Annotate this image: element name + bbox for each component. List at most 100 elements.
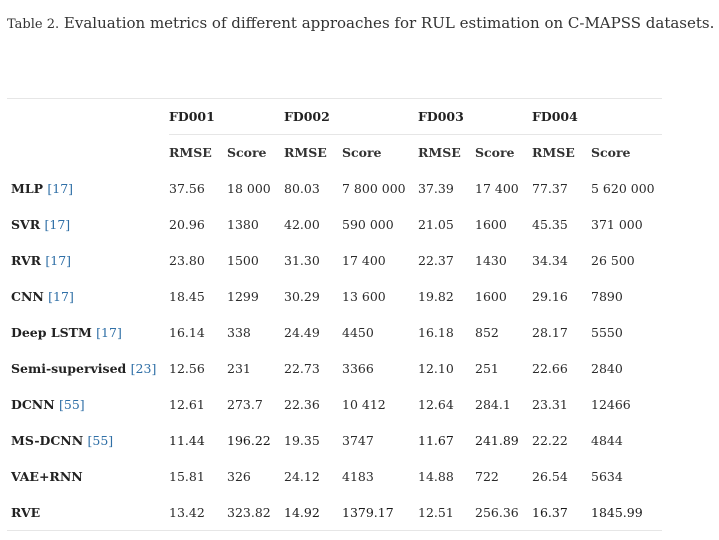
score-cell: 1845.99 bbox=[591, 494, 662, 531]
metric-header-rmse: RMSE bbox=[532, 145, 575, 160]
table-row: MS-DCNN [55] 11.44 196.22 19.35 3747 11.67 241… bbox=[7, 422, 662, 458]
rmse-cell: 28.17 bbox=[532, 324, 568, 340]
score-cell: 4844 bbox=[591, 432, 623, 448]
method-name-cell: MLP [17] bbox=[7, 170, 169, 206]
citation-link[interactable]: [17] bbox=[96, 324, 122, 340]
table-row: MLP [17] 37.56 18 000 80.03 7 800 000 37.39 17… bbox=[7, 170, 662, 206]
score-cell: 4183 bbox=[342, 468, 374, 484]
rmse-cell: 22.73 bbox=[284, 360, 320, 376]
rmse-cell: 22.37 bbox=[418, 252, 454, 268]
evaluation-metrics-table: FD001 FD002 FD003 FD004 RMSE Score RMSE … bbox=[7, 98, 662, 531]
table-row: SVR [17] 20.96 1380 42.00 590 000 21.05 1600 45… bbox=[7, 206, 662, 242]
score-cell: 1379.17 bbox=[342, 494, 418, 531]
rmse-cell: 16.37 bbox=[532, 494, 591, 531]
method-name-cell: RVE bbox=[7, 494, 169, 531]
group-header-fd004: FD004 bbox=[532, 98, 662, 135]
score-cell: 3747 bbox=[342, 432, 374, 448]
method-name: VAE+RNN bbox=[11, 468, 83, 484]
method-name-cell: Semi-supervised [23] bbox=[7, 350, 169, 386]
score-cell: 323.82 bbox=[227, 494, 284, 531]
table-row: CNN [17] 18.45 1299 30.29 13 600 19.82 1600 29.… bbox=[7, 278, 662, 314]
citation-link[interactable]: [17] bbox=[45, 252, 72, 268]
rmse-cell: 14.92 bbox=[284, 494, 342, 531]
metric-header-row: RMSE Score RMSE Score RMSE Score RMSE Sc… bbox=[7, 135, 662, 171]
score-cell: 852 bbox=[475, 324, 499, 340]
score-cell: 13 600 bbox=[342, 288, 386, 304]
caption-text: Evaluation metrics of different approach… bbox=[63, 14, 715, 32]
score-cell: 1600 bbox=[475, 216, 507, 232]
method-name-cell: DCNN [55] bbox=[7, 386, 169, 422]
empty-corner-cell bbox=[7, 98, 169, 135]
score-cell: 1430 bbox=[475, 252, 507, 268]
score-cell: 17 400 bbox=[342, 252, 386, 268]
score-cell: 371 000 bbox=[591, 216, 643, 232]
rmse-cell: 12.56 bbox=[169, 360, 205, 376]
method-name-cell: MS-DCNN [55] bbox=[7, 422, 169, 458]
rmse-cell: 19.82 bbox=[418, 288, 454, 304]
rmse-cell: 12.64 bbox=[418, 396, 454, 412]
rmse-cell: 80.03 bbox=[284, 180, 320, 196]
citation-link[interactable]: [17] bbox=[48, 288, 74, 304]
score-cell: 273.7 bbox=[227, 396, 263, 412]
rmse-cell: 34.34 bbox=[532, 252, 568, 268]
rmse-cell: 13.42 bbox=[169, 494, 227, 531]
score-cell: 3366 bbox=[342, 360, 374, 376]
rmse-cell: 37.39 bbox=[418, 180, 454, 196]
method-name: RVE bbox=[11, 504, 41, 520]
table-row: DCNN [55] 12.61 273.7 22.36 10 412 12.64 284.1… bbox=[7, 386, 662, 422]
citation-link[interactable]: [55] bbox=[87, 432, 114, 448]
method-name: RVR bbox=[11, 252, 42, 268]
score-cell: 722 bbox=[475, 468, 499, 484]
rmse-cell: 18.45 bbox=[169, 288, 205, 304]
rmse-cell: 26.54 bbox=[532, 468, 568, 484]
table-row: RVR [17] 23.80 1500 31.30 17 400 22.37 1430 34.… bbox=[7, 242, 662, 278]
group-header-fd002: FD002 bbox=[284, 98, 418, 135]
method-name-cell: SVR [17] bbox=[7, 206, 169, 242]
group-header-fd003: FD003 bbox=[418, 98, 532, 135]
method-name: MS-DCNN bbox=[11, 432, 84, 448]
score-cell: 241.89 bbox=[475, 432, 519, 448]
score-cell: 1380 bbox=[227, 216, 259, 232]
citation-link[interactable]: [23] bbox=[130, 360, 157, 376]
citation-link[interactable]: [55] bbox=[59, 396, 85, 412]
score-cell: 7890 bbox=[591, 288, 623, 304]
score-cell: 590 000 bbox=[342, 216, 394, 232]
citation-link[interactable]: [17] bbox=[44, 216, 71, 232]
metric-header-score: Score bbox=[591, 145, 631, 160]
method-name-cell: RVR [17] bbox=[7, 242, 169, 278]
method-name: Semi-supervised bbox=[11, 360, 127, 376]
rmse-cell: 31.30 bbox=[284, 252, 320, 268]
rmse-cell: 45.35 bbox=[532, 216, 568, 232]
score-cell: 4450 bbox=[342, 324, 374, 340]
score-cell: 12466 bbox=[591, 396, 631, 412]
rmse-cell: 23.80 bbox=[169, 252, 205, 268]
table-caption: Table 2. Evaluation metrics of different… bbox=[7, 14, 714, 32]
citation-link[interactable]: [17] bbox=[47, 180, 74, 196]
rmse-cell: 42.00 bbox=[284, 216, 320, 232]
method-name-cell: CNN [17] bbox=[7, 278, 169, 314]
metric-header-rmse: RMSE bbox=[284, 145, 327, 160]
rmse-cell: 19.35 bbox=[284, 432, 320, 448]
score-cell: 2840 bbox=[591, 360, 623, 376]
method-name: CNN bbox=[11, 288, 44, 304]
rmse-cell: 77.37 bbox=[532, 180, 568, 196]
rmse-cell: 22.22 bbox=[532, 432, 568, 448]
score-cell: 10 412 bbox=[342, 396, 386, 412]
rmse-cell: 20.96 bbox=[169, 216, 205, 232]
rmse-cell: 11.67 bbox=[418, 432, 454, 448]
method-name: Deep LSTM bbox=[11, 324, 92, 340]
group-header-row: FD001 FD002 FD003 FD004 bbox=[7, 98, 662, 135]
method-name-cell: VAE+RNN bbox=[7, 458, 169, 494]
table-row: RVE 13.42 323.82 14.92 1379.17 12.51 256.36 16.… bbox=[7, 494, 662, 531]
rmse-cell: 22.66 bbox=[532, 360, 568, 376]
method-name: DCNN bbox=[11, 396, 55, 412]
rmse-cell: 16.18 bbox=[418, 324, 454, 340]
rmse-cell: 12.51 bbox=[418, 494, 475, 531]
metric-header-score: Score bbox=[342, 145, 382, 160]
table-body: MLP [17] 37.56 18 000 80.03 7 800 000 37.39 17… bbox=[7, 170, 662, 531]
rmse-cell: 24.49 bbox=[284, 324, 320, 340]
score-cell: 1299 bbox=[227, 288, 259, 304]
rmse-cell: 30.29 bbox=[284, 288, 320, 304]
score-cell: 251 bbox=[475, 360, 499, 376]
score-cell: 338 bbox=[227, 324, 251, 340]
